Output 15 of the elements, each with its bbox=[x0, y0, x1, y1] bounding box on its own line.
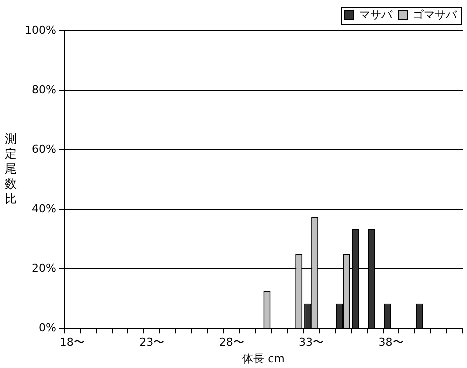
x-tick-label: 33〜 bbox=[299, 336, 324, 350]
legend-label: ゴマサバ bbox=[413, 8, 458, 22]
x-axis-title: 体長 cm bbox=[242, 352, 285, 366]
y-tick-label: 80% bbox=[32, 83, 56, 96]
y-tick-label: 100% bbox=[24, 24, 56, 37]
y-tick-label: 60% bbox=[32, 142, 56, 156]
legend-label: マサバ bbox=[360, 8, 394, 22]
y-axis-title: 測定尾数比 bbox=[5, 132, 17, 206]
x-tick-label: 28〜 bbox=[219, 336, 244, 350]
y-tick-label: 40% bbox=[32, 202, 56, 216]
x-tick-label: 38〜 bbox=[378, 336, 404, 350]
x-tick-label: 23〜 bbox=[140, 336, 165, 350]
y-tick-label: 20% bbox=[32, 262, 56, 275]
y-tick-label: 0% bbox=[38, 321, 56, 334]
x-tick-label: 18〜 bbox=[60, 336, 85, 350]
